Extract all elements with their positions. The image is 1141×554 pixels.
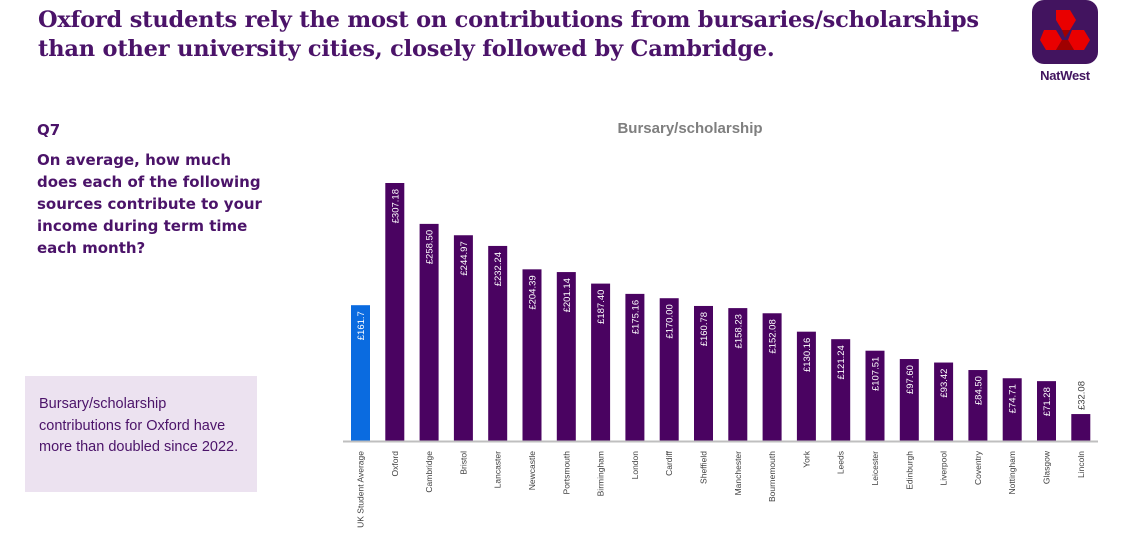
bar-york — [796, 331, 816, 441]
data-label: £107.51 — [871, 357, 882, 391]
callout-box: Bursary/scholarship contributions for Ox… — [25, 376, 257, 492]
bar-leeds — [831, 339, 851, 441]
category-label: Bournemouth — [767, 451, 777, 502]
data-label: £152.08 — [768, 319, 779, 353]
bar-lancaster — [488, 245, 508, 441]
category-label: Manchester — [733, 451, 743, 496]
data-label: £71.28 — [1042, 387, 1053, 416]
data-label: £32.08 — [1076, 381, 1087, 410]
logo-text: NatWest — [1040, 68, 1090, 83]
labels-layer: £161.7 UK Student Average £307.18 Oxford £25… — [356, 189, 1088, 528]
callout-text: Bursary/scholarship contributions for Ox… — [39, 396, 239, 455]
bar-bristol — [453, 235, 473, 441]
category-label: Leeds — [836, 451, 846, 474]
data-label: £161.7 — [356, 311, 367, 340]
bar-bournemouth — [762, 313, 782, 441]
category-label: Edinburgh — [904, 451, 914, 490]
category-label: Lancaster — [493, 451, 503, 488]
question-text: On average, how much does each of the fo… — [37, 151, 262, 257]
data-label: £258.50 — [425, 230, 436, 264]
data-label: £158.23 — [733, 314, 744, 348]
category-label: Lincoln — [1076, 451, 1086, 478]
data-label: £74.71 — [1008, 384, 1019, 413]
category-label: Newcastle — [527, 451, 537, 490]
data-label: £244.97 — [459, 241, 470, 275]
category-label: Cambridge — [424, 451, 434, 493]
category-label: London — [630, 451, 640, 480]
category-label: UK Student Average — [356, 451, 366, 528]
category-label: Oxford — [390, 451, 400, 477]
bar-birmingham — [591, 283, 611, 441]
bar-coventry — [968, 370, 988, 441]
data-label: £84.50 — [973, 376, 984, 405]
data-label: £175.16 — [630, 300, 641, 334]
data-label: £187.40 — [596, 290, 607, 324]
data-label: £130.16 — [802, 338, 813, 372]
category-label: Cardiff — [664, 450, 674, 476]
bar-newcastle — [522, 269, 542, 441]
bar-uk-student-average — [351, 305, 370, 441]
bar-glasgow — [1037, 381, 1056, 441]
bar-liverpool — [934, 362, 954, 441]
category-label: Birmingham — [596, 451, 606, 496]
bar-sheffield — [694, 305, 713, 441]
data-label: £232.24 — [493, 252, 504, 286]
question-number: Q7 — [37, 121, 61, 139]
data-label: £201.14 — [562, 278, 573, 312]
category-label: York — [801, 450, 811, 467]
bar-leicester — [865, 350, 885, 441]
bar-nottingham — [1002, 378, 1022, 441]
data-label: £97.60 — [905, 365, 916, 394]
chart-title: Bursary/scholarship — [617, 120, 763, 137]
bar-lincoln — [1071, 414, 1091, 441]
natwest-logo: NatWest — [1032, 0, 1098, 90]
data-label: £121.24 — [836, 345, 847, 379]
category-label: Coventry — [973, 450, 983, 485]
category-label: Nottingham — [1007, 451, 1017, 494]
bar-edinburgh — [899, 359, 919, 441]
bar-oxford — [385, 183, 405, 441]
category-label: Portsmouth — [561, 451, 571, 495]
bar-cambridge — [419, 223, 439, 441]
category-label: Sheffield — [699, 451, 709, 484]
data-label: £307.18 — [390, 189, 401, 223]
data-label: £93.42 — [939, 369, 950, 398]
category-label: Leicester — [870, 451, 880, 486]
category-label: Liverpool — [939, 451, 949, 486]
bar-london — [625, 293, 645, 441]
bars-layer — [351, 183, 1091, 441]
category-label: Glasgow — [1042, 450, 1052, 484]
bar-portsmouth — [556, 272, 576, 441]
bar-manchester — [728, 308, 748, 441]
bar-cardiff — [659, 298, 679, 441]
slide-headline: Oxford students rely the most on contrib… — [38, 7, 979, 62]
natwest-logo-icon — [1032, 0, 1098, 64]
data-label: £204.39 — [528, 275, 539, 309]
data-label: £170.00 — [665, 304, 676, 338]
category-label: Bristol — [458, 451, 468, 475]
data-label: £160.78 — [699, 312, 710, 346]
